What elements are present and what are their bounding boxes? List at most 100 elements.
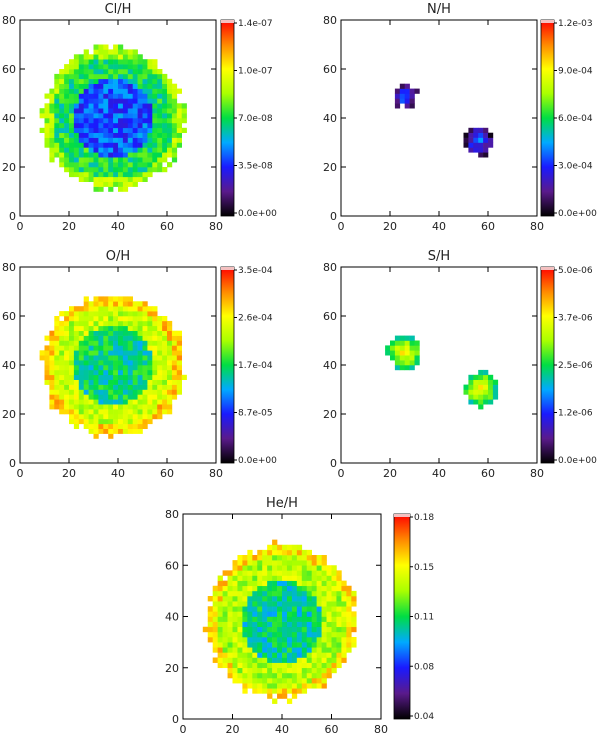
heatmap-cell	[346, 637, 352, 643]
heatmap-cell	[331, 565, 337, 571]
heatmap-cell	[321, 683, 327, 689]
heatmap-cell	[336, 585, 342, 592]
heatmap-cell	[78, 409, 84, 415]
heatmap-cell	[127, 399, 133, 405]
heatmap-cell	[147, 369, 153, 376]
heatmap-cell	[142, 127, 148, 133]
heatmap-cell	[118, 428, 124, 434]
heatmap-cell	[142, 157, 148, 163]
heatmap-cell	[232, 662, 238, 669]
heatmap-cell	[291, 678, 298, 684]
heatmap-cell	[227, 570, 233, 576]
heatmap-cell	[73, 137, 80, 143]
heatmap-cell	[311, 642, 317, 648]
heatmap-cell	[390, 340, 396, 346]
heatmap-cell	[44, 142, 50, 148]
heatmap-cell	[409, 98, 415, 104]
heatmap-cell	[113, 167, 119, 173]
heatmap-cell	[147, 157, 153, 163]
heatmap-cell	[336, 616, 342, 622]
heatmap-cell	[83, 404, 89, 410]
heatmap-cell	[176, 345, 182, 351]
heatmap-cell	[157, 83, 163, 89]
heatmap-cell	[108, 374, 114, 380]
heatmap-cell	[103, 132, 109, 138]
heatmap-cell	[478, 152, 484, 158]
heatmap-cell	[409, 345, 415, 351]
heatmap-cell	[311, 672, 317, 679]
heatmap-cell	[83, 142, 89, 148]
heatmap-cell	[167, 399, 173, 405]
heatmap-cell	[88, 330, 94, 336]
heatmap-cell	[93, 132, 99, 138]
heatmap-cell	[282, 688, 288, 694]
heatmap-cell	[404, 88, 410, 94]
heatmap-cell	[103, 59, 109, 65]
heatmap-cell	[336, 596, 342, 602]
heatmap-cell	[118, 306, 124, 312]
heatmap-cell	[147, 399, 153, 405]
heatmap-cell	[162, 88, 168, 94]
heatmap-cell	[473, 374, 479, 380]
heatmap-cell	[113, 162, 119, 168]
heatmap-cell	[227, 601, 233, 607]
heatmap-cell	[78, 73, 84, 80]
heatmap-cell	[316, 662, 322, 669]
heatmap-cell	[222, 652, 228, 658]
heatmap-cell	[147, 98, 153, 104]
heatmap-cell	[311, 560, 317, 566]
heatmap-cell	[69, 137, 75, 143]
heatmap-cell	[44, 350, 50, 356]
heatmap-cell	[78, 404, 84, 410]
heatmap-cell	[69, 132, 75, 138]
heatmap-cell	[69, 374, 75, 380]
heatmap-cell	[142, 98, 148, 104]
heatmap-cell	[59, 78, 65, 84]
heatmap-cell	[64, 389, 70, 395]
heatmap-cell	[113, 147, 119, 153]
heatmap-cell	[162, 330, 168, 336]
heatmap-cell	[44, 335, 50, 341]
heatmap-cell	[69, 147, 75, 153]
heatmap-cell	[394, 345, 401, 351]
heatmap-cell	[341, 596, 347, 602]
heatmap-cell	[237, 596, 243, 602]
heatmap-cell	[207, 631, 213, 638]
heatmap-cell	[137, 345, 143, 351]
heatmap-cell	[122, 325, 129, 331]
heatmap-cell	[157, 404, 163, 410]
heatmap-cell	[132, 137, 138, 143]
heatmap-cell	[321, 606, 327, 612]
heatmap-cell	[59, 88, 65, 94]
heatmap-cell	[49, 108, 55, 114]
heatmap-cell	[227, 626, 233, 633]
heatmap-cell	[286, 621, 293, 628]
heatmap-cell	[147, 365, 153, 371]
heatmap-cell	[113, 311, 119, 317]
heatmap-cell	[262, 575, 268, 581]
heatmap-cell	[157, 335, 163, 341]
heatmap-cell	[73, 69, 80, 75]
heatmap-cell	[346, 642, 352, 648]
heatmap-cell	[98, 340, 104, 346]
heatmap-cell	[326, 585, 332, 592]
heatmap-cell	[296, 652, 303, 658]
heatmap-cell	[113, 365, 119, 371]
heatmap-cell	[277, 611, 283, 617]
heatmap-cell	[331, 631, 337, 638]
heatmap-cell	[316, 590, 322, 597]
heatmap-cell	[162, 409, 168, 415]
heatmap-cell	[232, 626, 238, 633]
heatmap-cell	[83, 316, 89, 322]
heatmap-cell	[316, 678, 322, 684]
heatmap-cell	[49, 113, 55, 119]
heatmap-cell	[291, 672, 298, 679]
heatmap-cell	[83, 108, 89, 114]
heatmap-cell	[414, 350, 420, 356]
heatmap-cell	[88, 340, 94, 346]
heatmap-cell	[78, 122, 84, 129]
heatmap-cell	[282, 565, 288, 571]
heatmap-cell	[227, 642, 233, 648]
heatmap-cell	[127, 142, 133, 148]
heatmap-cell	[93, 88, 99, 94]
